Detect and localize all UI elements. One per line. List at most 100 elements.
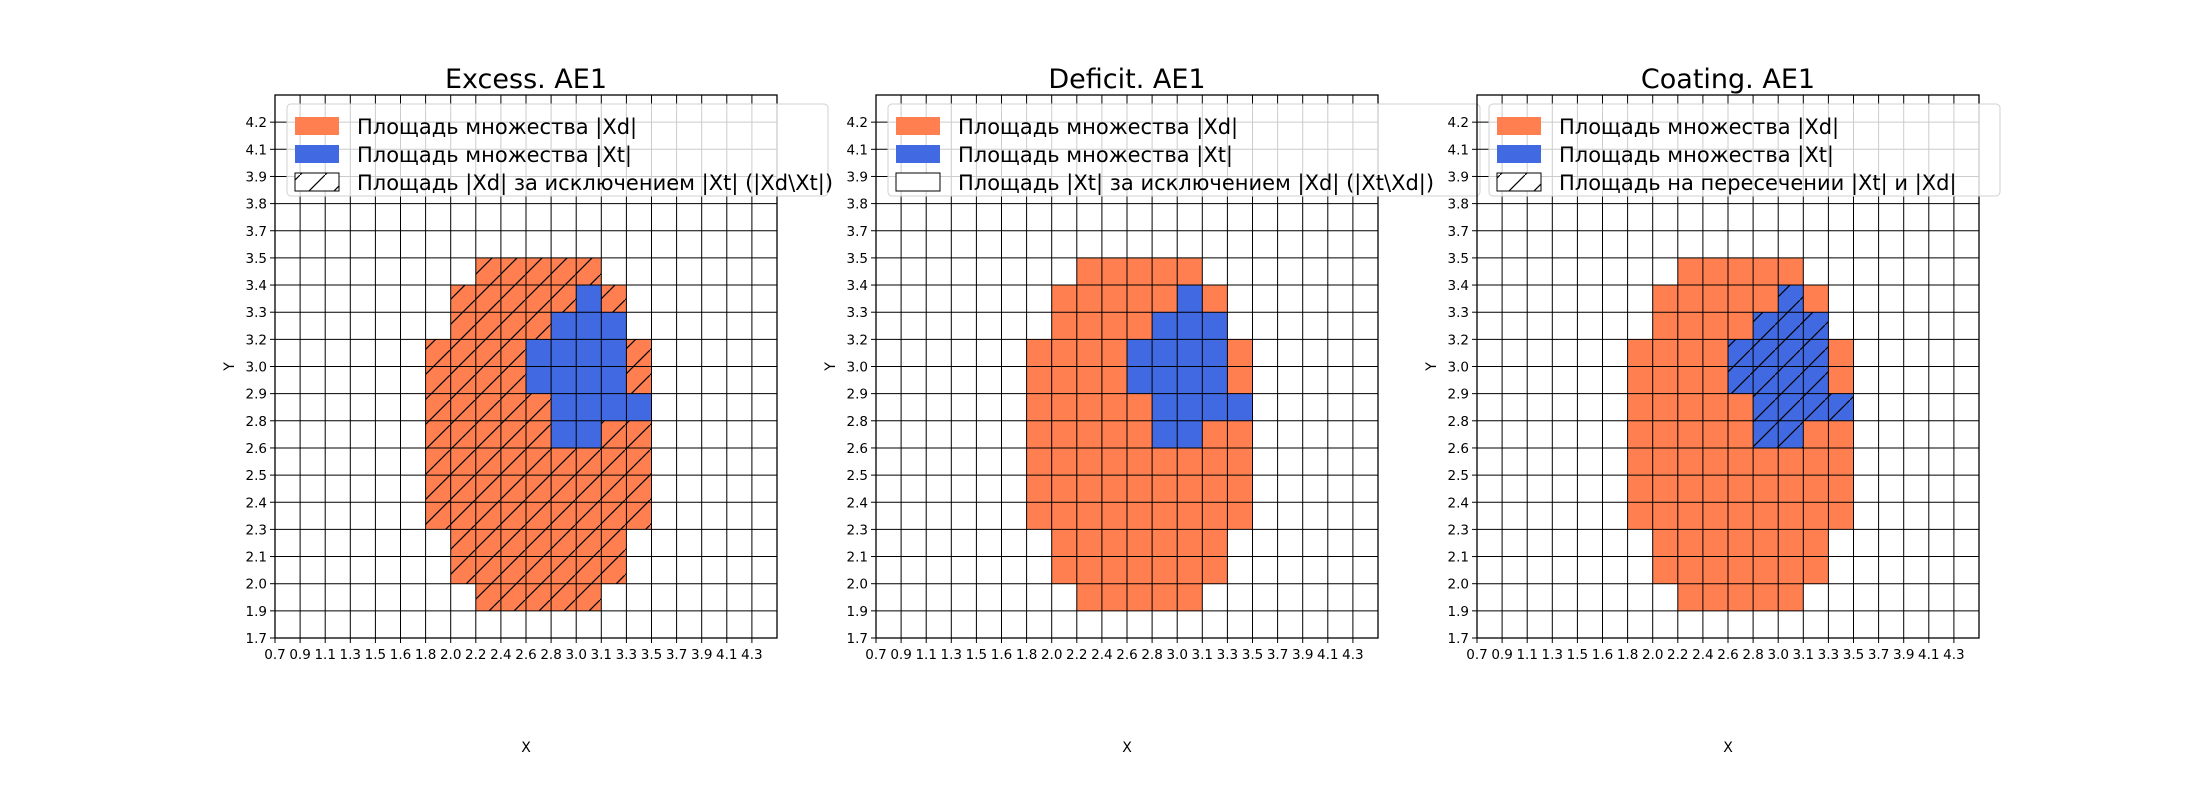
xd-cell [1076,420,1102,448]
xd-cell [1076,312,1102,340]
xd-cell [1076,257,1102,286]
xd-cell [1202,420,1228,448]
y-tick-label: 2.5 [246,468,267,484]
xd-cell [1152,502,1178,530]
x-tick-label: 3.9 [1893,647,1914,663]
y-tick-label: 3.5 [1448,251,1469,267]
hatch-cell [601,447,627,476]
xt-cell [601,312,627,340]
xd-cell [1051,556,1077,584]
xt-cell [1227,393,1253,421]
xd-cell [1627,502,1653,530]
xd-cell [1051,529,1077,557]
legend-swatch-hatch [895,172,941,192]
xd-cell [1702,312,1728,340]
hatch-cell [425,393,451,421]
chart-title: Coating. AE1 [1641,64,1815,95]
legend-label: Площадь множества |Xd| [1559,115,1839,140]
hatch-cell [526,447,552,476]
xd-cell [1803,285,1829,313]
xd-cell [1177,529,1203,557]
xd-cell [1177,257,1203,286]
hatch-cell [626,447,652,476]
xd-cell [1152,583,1178,611]
xd-cell [1051,420,1077,448]
y-tick-label: 3.5 [847,251,868,267]
hatch-cell [526,420,552,448]
xd-cell [1101,447,1127,476]
hatch-cell [500,257,526,286]
grid [1477,95,1979,638]
y-tick-label: 3.5 [246,251,267,267]
chart-title: Deficit. AE1 [1048,64,1205,95]
xd-cell [1101,529,1127,557]
hatch-cell [475,420,501,448]
y-tick-label: 2.4 [847,495,868,511]
y-tick-label: 1.7 [1448,631,1469,647]
hatch-cell [450,556,476,584]
hatch-cell [601,420,627,448]
legend-label: Площадь множества |Xd| [958,115,1238,140]
xd-cell [1127,583,1153,611]
xd-cell [1227,475,1253,503]
x-tick-label: 1.1 [1516,647,1537,663]
hatch-cell [626,475,652,503]
xd-cell [1152,257,1178,286]
y-tick-label: 2.0 [1448,577,1469,593]
xd-cell [1652,312,1678,340]
xd-cell [1026,420,1052,448]
x-tick-label: 4.3 [1342,647,1363,663]
xd-cell [1101,583,1127,611]
xd-cell [1627,366,1653,394]
hatch-cell [1803,312,1829,340]
xd-cell [1803,556,1829,584]
x-tick-label: 4.3 [741,647,762,663]
x-tick-label: 3.5 [1843,647,1864,663]
hatch-cell [500,475,526,503]
hatch-cell [475,475,501,503]
x-tick-label: 2.4 [1692,647,1713,663]
hatch-cell [526,312,552,340]
xd-cell [1076,475,1102,503]
hatch-cell [601,285,627,313]
y-tick-label: 2.3 [246,522,267,538]
xd-cell [1051,312,1077,340]
hatch-cell [576,447,602,476]
x-axis-label: X [1122,740,1132,756]
hatch-cell [526,393,552,421]
hatch-cell [425,339,451,367]
y-tick-label: 3.4 [246,278,267,294]
x-tick-label: 3.9 [691,647,712,663]
x-tick-label: 1.6 [1592,647,1613,663]
chart-title: Excess. AE1 [445,64,607,95]
xt-cell [1152,393,1178,421]
hatch-cell [1753,393,1779,421]
hatch-cell [1753,366,1779,394]
y-tick-label: 2.1 [246,550,267,566]
y-tick-label: 3.7 [246,224,267,240]
xd-cell [1101,393,1127,421]
xd-cell [1778,529,1804,557]
hatch-cell [450,285,476,313]
xd-cell [1051,339,1077,367]
x-tick-label: 3.0 [1166,647,1187,663]
y-tick-label: 1.7 [847,631,868,647]
xd-cell [1652,529,1678,557]
hatch-cell [500,339,526,367]
cells [1627,257,1854,611]
legend: Площадь множества |Xd| Площадь множества … [887,103,1481,197]
legend-label: Площадь множества |Xt| [1559,143,1834,168]
hatch-cell [500,312,526,340]
xd-cell [1702,257,1728,286]
xd-cell [1728,502,1754,530]
hatch-cell [1803,339,1829,367]
xd-cell [1152,529,1178,557]
y-tick-label: 3.0 [847,360,868,376]
xd-cell [1728,393,1754,421]
hatch-cell [576,529,602,557]
y-tick-label: 2.9 [847,387,868,403]
legend: Площадь множества |Xd| Площадь множества … [286,103,833,197]
y-tick-label: 3.8 [1448,197,1469,213]
hatch-cell [450,502,476,530]
